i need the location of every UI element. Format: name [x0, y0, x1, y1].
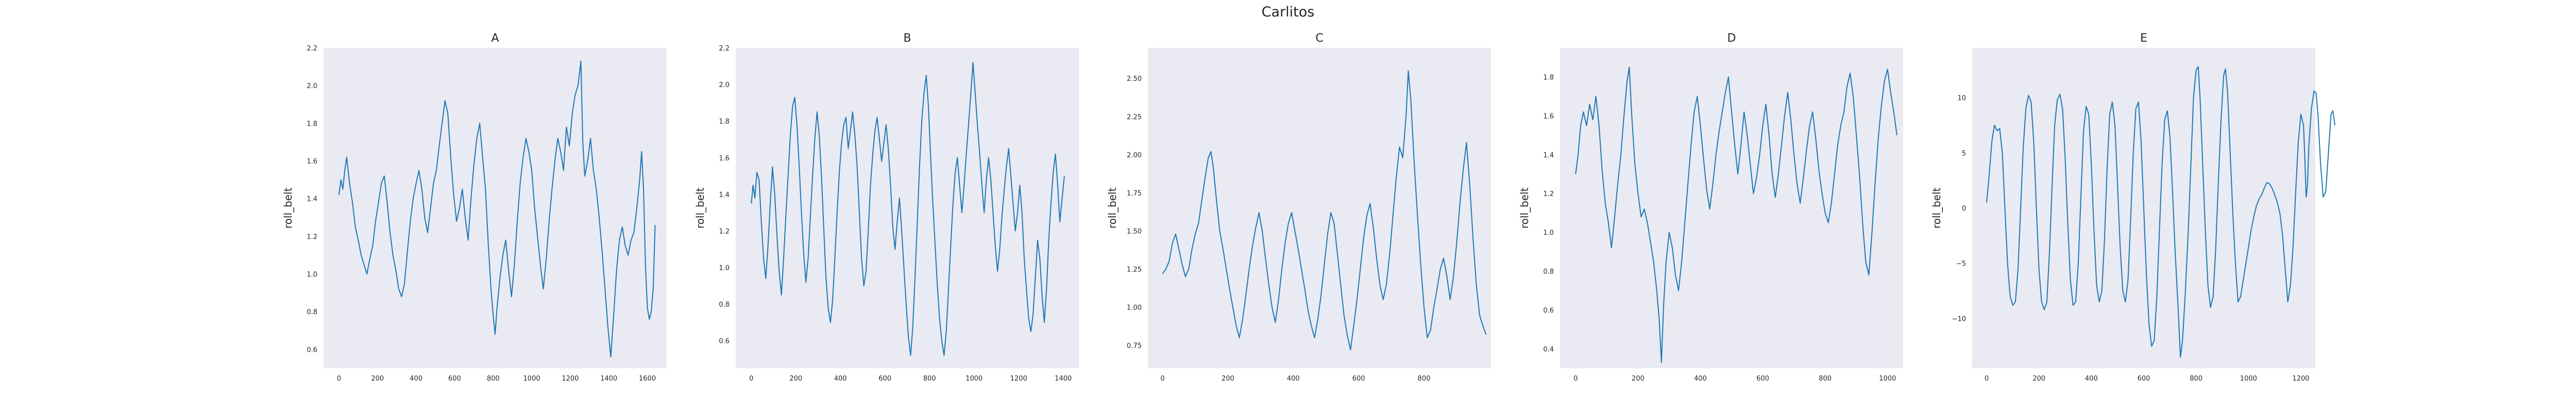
y-tick-label: 1.00	[1127, 304, 1142, 312]
x-tick-label: 600	[878, 375, 891, 383]
y-tick-label: 1.75	[1127, 190, 1142, 197]
y-axis-label: roll_belt	[282, 187, 294, 229]
x-tick-label: 0	[749, 375, 753, 383]
x-tick-label: 400	[834, 375, 847, 383]
y-tick-label: −10	[1952, 315, 1966, 323]
plot-area	[1148, 48, 1491, 368]
x-tick-label: 600	[2138, 375, 2150, 383]
y-tick-label: 0.6	[307, 346, 317, 354]
x-tick-label: 800	[1819, 375, 1832, 383]
x-tick-label: 1600	[639, 375, 656, 383]
y-tick-label: 0.4	[1543, 346, 1554, 353]
y-tick-label: 10	[1957, 95, 1966, 102]
subplot-a: A 0 200 400 600 800 1000 1200 1400 1600 0.6 0.8 1.0 1…	[282, 32, 667, 383]
y-tick-label: 1.8	[719, 118, 730, 126]
x-tick-label: 1400	[600, 375, 617, 383]
y-tick-label: 5	[1962, 150, 1966, 158]
y-axis-label: roll_belt	[1106, 187, 1118, 229]
y-tick-label: 1.2	[307, 233, 317, 241]
series-line-0	[338, 60, 656, 357]
y-tick-label: 1.6	[307, 158, 317, 166]
x-tick-label: 0	[1985, 375, 1989, 383]
y-tick-label: 1.0	[1543, 229, 1554, 237]
x-tick-label: 200	[1222, 375, 1234, 383]
y-tick-label: 0.8	[1543, 268, 1554, 276]
y-tick-label: 1.4	[307, 196, 317, 203]
y-axis-label: roll_belt	[694, 187, 706, 229]
series-line-0	[1986, 66, 2336, 358]
y-tick-label: 1.6	[1543, 113, 1554, 121]
y-tick-label: 0.6	[719, 338, 730, 346]
figure-title: Carlitos	[1261, 4, 1315, 20]
x-tick-label: 800	[2190, 375, 2202, 383]
x-tick-label: 0	[1573, 375, 1578, 383]
y-tick-label: 2.25	[1127, 113, 1142, 121]
x-tick-label: 1400	[1055, 375, 1072, 383]
x-tick-label: 800	[1418, 375, 1431, 383]
y-tick-label: 1.8	[1543, 74, 1554, 82]
x-tick-label: 400	[1287, 375, 1300, 383]
y-tick-label: 0	[1962, 205, 1966, 213]
x-tick-label: 600	[1756, 375, 1769, 383]
x-tick-label: 800	[923, 375, 936, 383]
y-tick-label: 0.6	[1543, 307, 1554, 315]
y-tick-label: 1.0	[307, 271, 317, 279]
x-tick-label: 600	[1352, 375, 1365, 383]
y-tick-label: 2.2	[719, 45, 730, 53]
y-tick-label: 1.0	[719, 265, 730, 272]
subplot-title: B	[903, 32, 911, 45]
x-tick-label: 1200	[562, 375, 579, 383]
y-tick-label: 1.25	[1127, 266, 1142, 273]
y-axis-label: roll_belt	[1930, 187, 1943, 229]
x-tick-label: 400	[1694, 375, 1707, 383]
x-tick-label: 1000	[523, 375, 540, 383]
subplot-d: D 0 200 400 600 800 1000 0.4 0.6 0.8 1.0 1.2 1.4 1.6 1…	[1518, 32, 1903, 383]
x-tick-label: 200	[2032, 375, 2045, 383]
x-tick-label: 1000	[2240, 375, 2257, 383]
subplot-title: D	[1727, 32, 1736, 45]
y-tick-label: 0.8	[307, 308, 317, 316]
series-line-0	[1162, 70, 1487, 351]
y-tick-label: 1.50	[1127, 228, 1142, 235]
y-tick-label: 1.2	[1543, 191, 1554, 198]
x-tick-label: 1200	[1010, 375, 1027, 383]
series-line-0	[1575, 66, 1897, 363]
x-tick-label: 1000	[1879, 375, 1896, 383]
y-tick-label: 1.8	[307, 120, 317, 128]
plot-area	[1560, 48, 1903, 368]
subplot-b: B 0 200 400 600 800 1000 1200 1400 0.6 0.8 1.0 1.2 1.…	[694, 32, 1079, 383]
x-tick-label: 600	[448, 375, 461, 383]
y-tick-label: 1.2	[719, 228, 730, 235]
subplot-e: E 0 200 400 600 800 1000 1200 −10 −5 0 5 10 roll_belt	[1930, 32, 2336, 383]
y-tick-label: 1.4	[1543, 151, 1554, 159]
subplot-c: C 0 200 400 600 800 0.75 1.00 1.25 1.50 1.75 2.00 2.…	[1106, 32, 1491, 383]
y-tick-label: 2.00	[1127, 151, 1142, 159]
y-tick-label: 0.8	[719, 301, 730, 309]
subplot-title: C	[1315, 32, 1323, 45]
x-tick-label: 400	[410, 375, 422, 383]
x-tick-label: 200	[1632, 375, 1645, 383]
x-tick-label: 800	[487, 375, 500, 383]
y-tick-label: 2.2	[307, 45, 317, 53]
x-tick-label: 0	[1160, 375, 1164, 383]
y-tick-label: 0.75	[1127, 342, 1142, 350]
y-axis-label: roll_belt	[1518, 187, 1531, 229]
subplot-title: E	[2140, 32, 2147, 45]
x-tick-label: 200	[371, 375, 384, 383]
y-tick-label: 1.6	[719, 154, 730, 162]
plot-area	[324, 48, 667, 368]
x-tick-label: 1000	[965, 375, 982, 383]
subplot-title: A	[491, 32, 499, 45]
x-tick-label: 0	[337, 375, 341, 383]
y-tick-label: 1.4	[719, 191, 730, 199]
series-line-0	[751, 62, 1065, 356]
x-tick-label: 200	[789, 375, 802, 383]
y-tick-label: 2.0	[307, 82, 317, 90]
y-tick-label: −5	[1956, 260, 1966, 268]
y-tick-label: 2.50	[1127, 75, 1142, 83]
y-tick-label: 2.0	[719, 81, 730, 89]
x-tick-label: 1200	[2292, 375, 2309, 383]
x-tick-label: 400	[2085, 375, 2098, 383]
